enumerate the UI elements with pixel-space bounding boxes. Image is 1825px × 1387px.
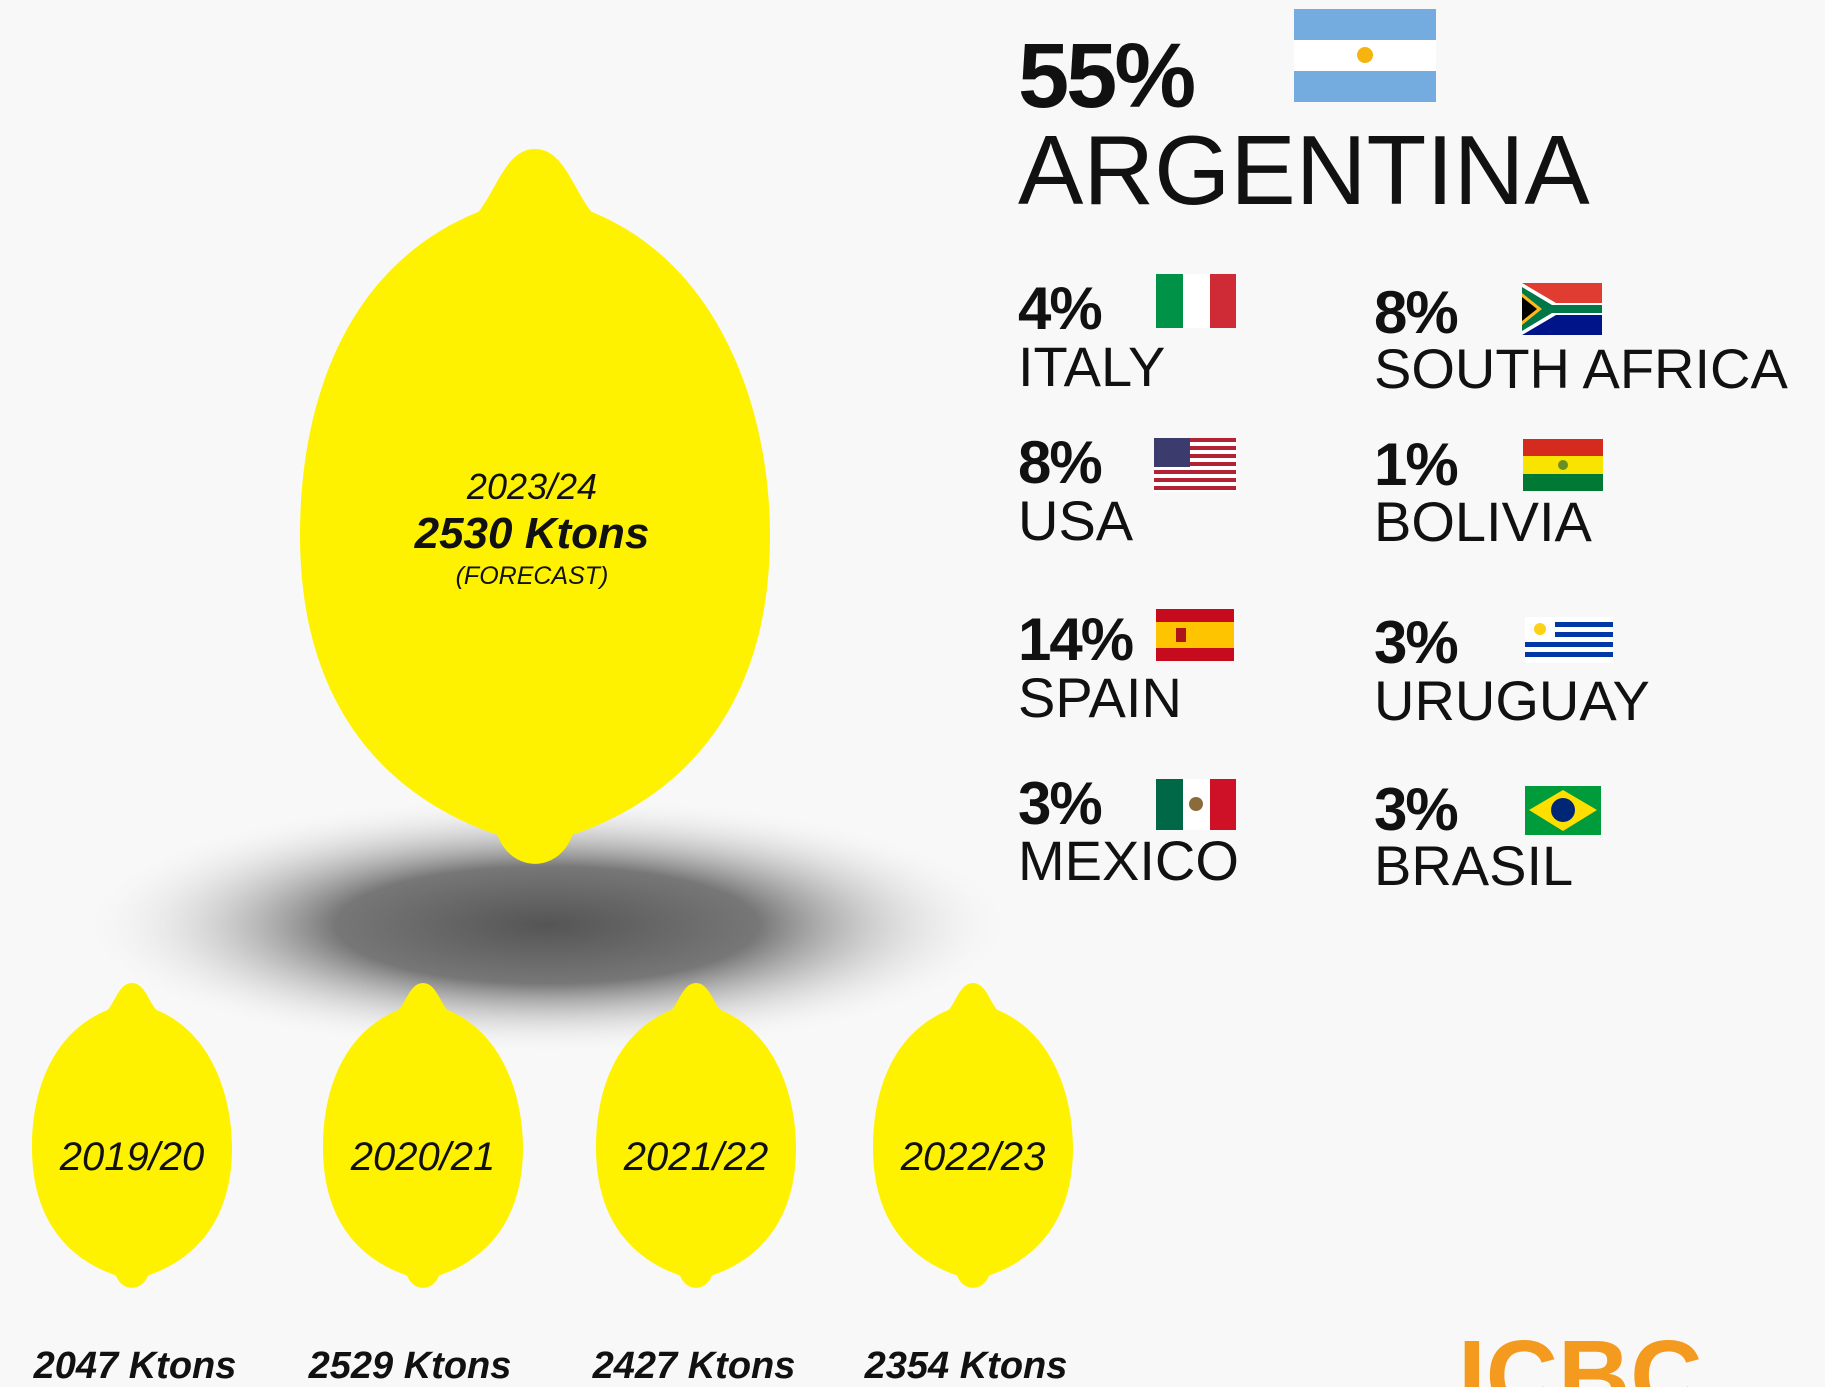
country-share: 3% xyxy=(1018,770,1101,837)
season-label: 2021/22 xyxy=(623,1135,769,1179)
flag-spain xyxy=(1156,609,1234,661)
flag-south-africa xyxy=(1522,283,1602,335)
country-name: SOUTH AFRICA xyxy=(1374,337,1788,400)
country-name: URUGUAY xyxy=(1374,669,1650,732)
country-share: 8% xyxy=(1374,279,1457,346)
logo: ICBC xyxy=(1458,1320,1702,1387)
headline-share: 55% xyxy=(1018,25,1194,127)
flag-mexico xyxy=(1156,779,1236,830)
country-name: BRASIL xyxy=(1374,834,1573,897)
season-label: 2022/23 xyxy=(900,1135,1046,1179)
country-name: MEXICO xyxy=(1018,829,1239,892)
country-name: BOLIVIA xyxy=(1374,490,1593,553)
forecast-note: (FORECAST) xyxy=(456,562,609,590)
country-share: 3% xyxy=(1374,776,1457,843)
season-label: 2019/20 xyxy=(59,1135,205,1179)
country-share: 14% xyxy=(1018,606,1133,673)
flag-bolivia xyxy=(1523,439,1603,491)
season-volume: 2427 Ktons xyxy=(592,1345,796,1387)
season-volume: 2354 Ktons xyxy=(864,1345,1068,1387)
flag-italy xyxy=(1156,274,1236,328)
country-share: 4% xyxy=(1018,275,1101,342)
season-volume: 2047 Ktons xyxy=(33,1345,237,1387)
forecast-volume: 2530 Ktons xyxy=(414,509,650,558)
country-share: 3% xyxy=(1374,609,1457,676)
headline-country: ARGENTINA xyxy=(1018,115,1590,225)
country-name: ITALY xyxy=(1018,335,1165,398)
flag-argentina xyxy=(1294,9,1436,102)
forecast-season: 2023/24 xyxy=(466,466,597,507)
flag-uruguay xyxy=(1525,617,1613,663)
flag-usa xyxy=(1154,438,1236,492)
country-name: USA xyxy=(1018,489,1134,552)
flag-brazil xyxy=(1525,786,1601,835)
country-share: 1% xyxy=(1374,431,1457,498)
country-name: SPAIN xyxy=(1018,666,1182,729)
season-label: 2020/21 xyxy=(350,1135,496,1179)
infographic: 2023/24 2530 Ktons (FORECAST) 2019/20 204… xyxy=(0,0,1825,1387)
season-volume: 2529 Ktons xyxy=(308,1345,512,1387)
country-share: 8% xyxy=(1018,429,1101,496)
